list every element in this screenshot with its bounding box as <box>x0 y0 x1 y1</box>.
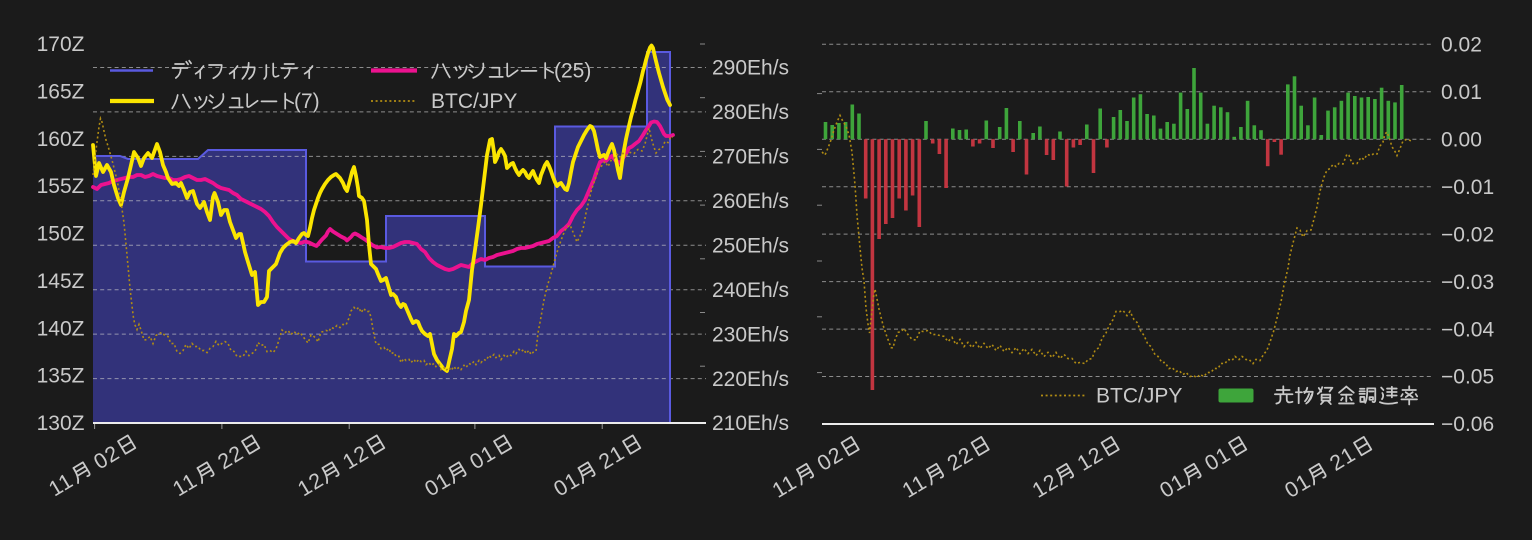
svg-text:250Eh/s: 250Eh/s <box>712 235 789 258</box>
svg-text:140Z: 140Z <box>37 317 85 340</box>
svg-text:130Z: 130Z <box>37 412 85 435</box>
svg-text:240Eh/s: 240Eh/s <box>712 279 789 302</box>
svg-text:−0.03: −0.03 <box>1441 271 1494 294</box>
svg-text:−0.04: −0.04 <box>1441 318 1494 341</box>
svg-text:170Z: 170Z <box>37 33 85 56</box>
svg-text:280Eh/s: 280Eh/s <box>712 101 789 124</box>
svg-text:290Eh/s: 290Eh/s <box>712 57 789 80</box>
svg-text:260Eh/s: 260Eh/s <box>712 190 789 213</box>
svg-text:220Eh/s: 220Eh/s <box>712 368 789 391</box>
svg-text:0.00: 0.00 <box>1441 128 1482 151</box>
svg-text:160Z: 160Z <box>37 128 85 151</box>
svg-text:BTC/JPY: BTC/JPY <box>1096 385 1182 408</box>
svg-text:145Z: 145Z <box>37 270 85 293</box>
svg-text:135Z: 135Z <box>37 365 85 388</box>
svg-text:−0.02: −0.02 <box>1441 223 1494 246</box>
svg-text:270Eh/s: 270Eh/s <box>712 146 789 169</box>
svg-text:210Eh/s: 210Eh/s <box>712 412 789 435</box>
svg-text:−0.01: −0.01 <box>1441 176 1494 199</box>
svg-text:230Eh/s: 230Eh/s <box>712 323 789 346</box>
svg-text:0.01: 0.01 <box>1441 81 1482 104</box>
svg-text:155Z: 155Z <box>37 175 85 198</box>
svg-text:−0.05: −0.05 <box>1441 366 1494 389</box>
svg-text:0.02: 0.02 <box>1441 34 1482 57</box>
svg-text:(7): (7) <box>294 90 320 113</box>
svg-text:150Z: 150Z <box>37 223 85 246</box>
svg-text:−0.06: −0.06 <box>1441 413 1494 436</box>
svg-text:(25): (25) <box>554 60 591 83</box>
svg-text:165Z: 165Z <box>37 81 85 104</box>
svg-text:BTC/JPY: BTC/JPY <box>431 90 517 113</box>
